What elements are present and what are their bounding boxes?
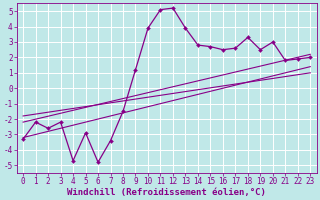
X-axis label: Windchill (Refroidissement éolien,°C): Windchill (Refroidissement éolien,°C) [67,188,266,197]
